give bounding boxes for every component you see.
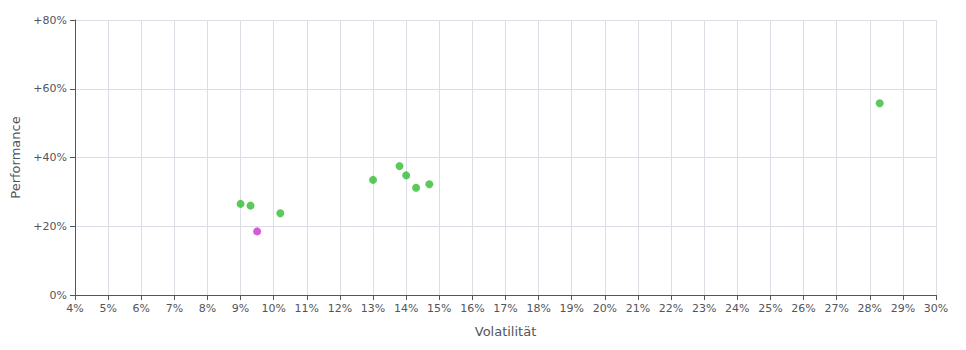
svg-text:16%: 16% bbox=[460, 302, 484, 315]
svg-text:15%: 15% bbox=[427, 302, 451, 315]
svg-text:4%: 4% bbox=[66, 302, 83, 315]
svg-text:7%: 7% bbox=[166, 302, 183, 315]
svg-text:12%: 12% bbox=[328, 302, 352, 315]
svg-text:Performance: Performance bbox=[8, 116, 23, 198]
svg-text:+20%: +20% bbox=[33, 220, 67, 233]
svg-text:30%: 30% bbox=[924, 302, 948, 315]
svg-text:10%: 10% bbox=[261, 302, 285, 315]
svg-text:23%: 23% bbox=[692, 302, 716, 315]
svg-text:19%: 19% bbox=[560, 302, 584, 315]
svg-text:+60%: +60% bbox=[33, 82, 67, 95]
svg-text:26%: 26% bbox=[791, 302, 815, 315]
svg-text:25%: 25% bbox=[758, 302, 782, 315]
svg-text:6%: 6% bbox=[133, 302, 150, 315]
svg-text:17%: 17% bbox=[493, 302, 517, 315]
svg-text:18%: 18% bbox=[526, 302, 550, 315]
svg-text:+80%: +80% bbox=[33, 14, 67, 27]
svg-text:20%: 20% bbox=[593, 302, 617, 315]
svg-text:13%: 13% bbox=[361, 302, 385, 315]
svg-text:+40%: +40% bbox=[33, 151, 67, 164]
svg-text:9%: 9% bbox=[232, 302, 249, 315]
svg-text:29%: 29% bbox=[891, 302, 915, 315]
svg-text:8%: 8% bbox=[199, 302, 216, 315]
svg-text:Volatilität: Volatilität bbox=[475, 324, 537, 339]
svg-text:22%: 22% bbox=[659, 302, 683, 315]
svg-text:21%: 21% bbox=[626, 302, 650, 315]
svg-text:24%: 24% bbox=[725, 302, 749, 315]
svg-text:14%: 14% bbox=[394, 302, 418, 315]
svg-text:5%: 5% bbox=[99, 302, 116, 315]
svg-text:11%: 11% bbox=[295, 302, 319, 315]
svg-text:28%: 28% bbox=[858, 302, 882, 315]
svg-text:0%: 0% bbox=[50, 289, 67, 302]
svg-text:27%: 27% bbox=[824, 302, 848, 315]
